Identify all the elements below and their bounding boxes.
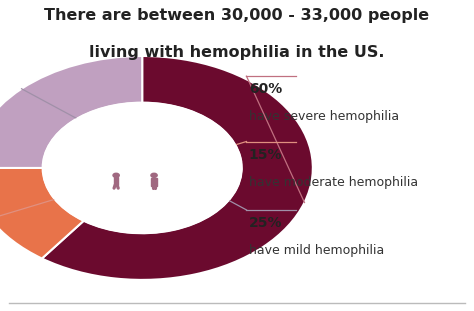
Text: have moderate hemophilia: have moderate hemophilia	[249, 176, 418, 189]
Text: There are between 30,000 - 33,000 people: There are between 30,000 - 33,000 people	[45, 8, 429, 23]
FancyBboxPatch shape	[114, 177, 118, 185]
Circle shape	[43, 103, 242, 233]
Text: 60%: 60%	[249, 82, 282, 96]
Text: living with hemophilia in the US.: living with hemophilia in the US.	[89, 45, 385, 60]
FancyBboxPatch shape	[151, 178, 157, 186]
Wedge shape	[0, 168, 84, 258]
Text: 25%: 25%	[249, 216, 283, 230]
Wedge shape	[42, 56, 313, 280]
Circle shape	[113, 173, 119, 177]
Text: have severe hemophilia: have severe hemophilia	[249, 110, 399, 123]
Text: have mild hemophilia: have mild hemophilia	[249, 244, 384, 257]
Text: 15%: 15%	[249, 148, 283, 162]
Wedge shape	[0, 56, 142, 168]
Circle shape	[151, 173, 157, 177]
